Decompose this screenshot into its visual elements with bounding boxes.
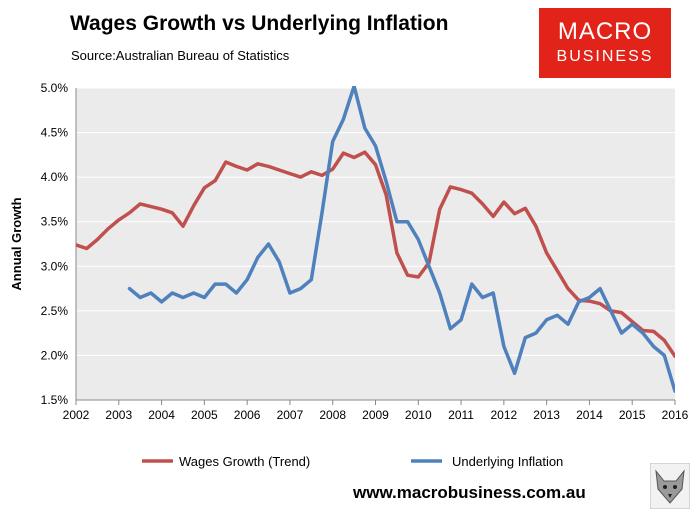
x-tick-label: 2012 (491, 408, 518, 422)
underlying-inflation-line (127, 86, 675, 393)
legend-label: Wages Growth (Trend) (179, 454, 310, 469)
x-tick-label: 2002 (63, 408, 90, 422)
x-tick-label: 2008 (319, 408, 346, 422)
macrobusiness-logo: MACRO BUSINESS (539, 8, 671, 78)
x-tick-label: 2015 (619, 408, 646, 422)
x-tick-label: 2003 (105, 408, 132, 422)
x-tick-label: 2005 (191, 408, 218, 422)
wages-growth-line (76, 150, 675, 359)
y-tick-label: 1.5% (41, 393, 69, 407)
x-tick-label: 2011 (448, 408, 474, 422)
chart-title: Wages Growth vs Underlying Inflation (70, 12, 449, 35)
logo-line-1: MACRO (557, 18, 653, 45)
y-tick-label: 4.5% (41, 126, 69, 140)
chart-source: Source:Australian Bureau of Statistics (71, 48, 290, 63)
y-tick-label: 4.0% (41, 170, 69, 184)
y-tick-label: 2.5% (41, 304, 69, 318)
x-tick-label: 2006 (234, 408, 261, 422)
y-tick-label: 3.5% (41, 215, 69, 229)
legend-label: Underlying Inflation (452, 454, 563, 469)
x-tick-label: 2009 (362, 408, 389, 422)
y-tick-label: 5.0% (41, 81, 69, 95)
logo-line-2: BUSINESS (556, 48, 654, 65)
x-tick-label: 2010 (405, 408, 432, 422)
x-tick-label: 2007 (277, 408, 304, 422)
x-tick-label: 2004 (148, 408, 175, 422)
fox-icon (650, 463, 690, 509)
x-tick-label: 2014 (576, 408, 603, 422)
x-tick-label: 2013 (533, 408, 560, 422)
y-tick-label: 3.0% (41, 259, 69, 273)
x-tick-label: 2016 (662, 408, 689, 422)
plot-area (76, 88, 675, 400)
website-url[interactable]: www.macrobusiness.com.au (353, 483, 586, 502)
y-axis-label: Annual Growth (9, 197, 24, 290)
y-tick-label: 2.0% (41, 348, 69, 362)
